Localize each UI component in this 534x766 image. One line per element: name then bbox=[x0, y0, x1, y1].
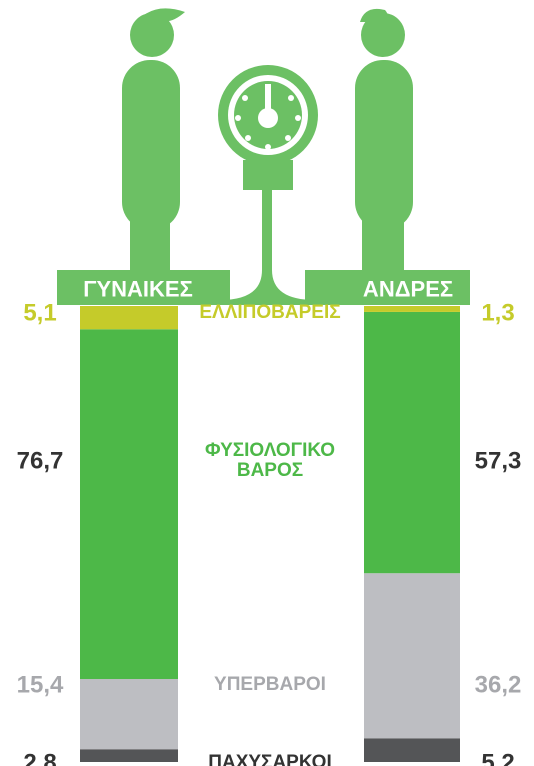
series-label: ΥΠΕΡΒΑΡΟΙ bbox=[214, 673, 326, 695]
bar-segment bbox=[364, 311, 460, 574]
bar-segment bbox=[80, 306, 178, 330]
value-label: 1,3 bbox=[481, 299, 515, 327]
bar-segment bbox=[80, 749, 178, 762]
category-label: ΑΝΔΡΕΣ bbox=[362, 276, 454, 302]
illustration bbox=[57, 8, 470, 305]
bar-segment bbox=[80, 329, 178, 680]
value-label: 36,2 bbox=[474, 671, 522, 699]
scale-face bbox=[228, 75, 308, 155]
value-label: 15,4 bbox=[16, 671, 64, 699]
bar-segment bbox=[80, 679, 178, 750]
bar-segment bbox=[364, 738, 460, 762]
series-label: ΦΥΣΙΟΛΟΓΙΚΟ ΒΑΡΟΣ bbox=[205, 440, 335, 482]
value-label: 76,7 bbox=[16, 447, 64, 475]
bar-segment bbox=[364, 573, 460, 739]
series-label: ΕΛΛΙΠΟΒΑΡΕΙΣ bbox=[199, 302, 341, 324]
value-label: 57,3 bbox=[474, 447, 522, 475]
bar-segment bbox=[364, 306, 460, 312]
value-label: 2,8 bbox=[23, 749, 57, 766]
value-label: 5,2 bbox=[481, 749, 515, 766]
category-label: ΓΥΝΑΙΚΕΣ bbox=[83, 276, 193, 302]
value-label: 5,1 bbox=[23, 299, 57, 327]
series-label: ΠΑΧΥΣΑΡΚΟΙ bbox=[208, 751, 332, 766]
